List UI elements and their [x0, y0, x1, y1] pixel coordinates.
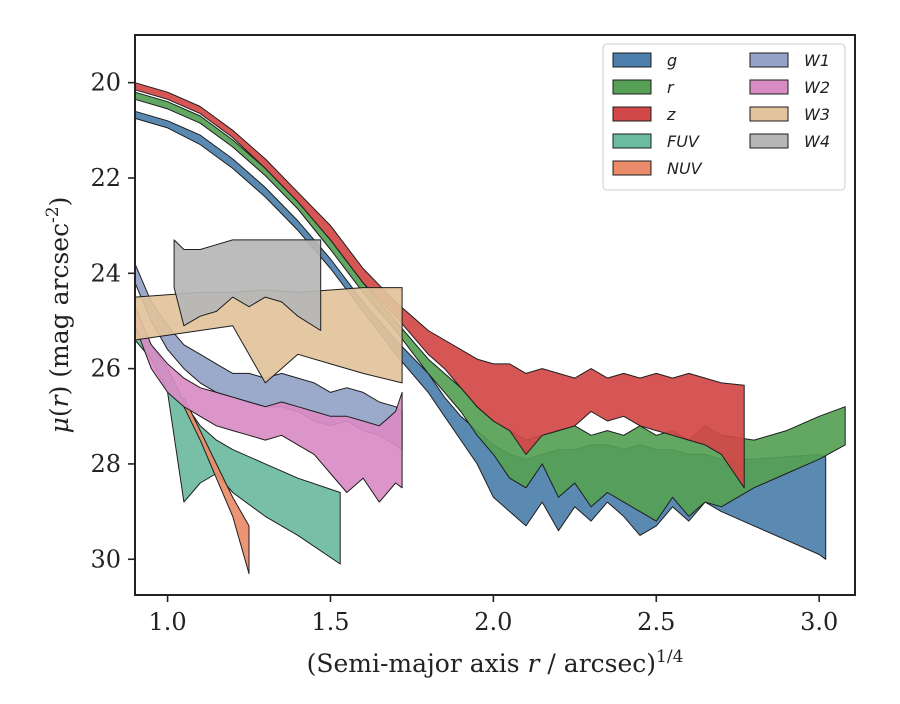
y-tick-label: 22 [90, 164, 121, 192]
series-band-z [134, 82, 745, 489]
legend-swatch-w4 [749, 133, 789, 149]
legend-label-w2: W2 [804, 78, 830, 97]
legend-label-nuv: NUV [667, 159, 703, 178]
x-tick-label: 1.5 [311, 608, 349, 636]
y-tick-label: 26 [90, 355, 121, 383]
series-band-w2 [134, 306, 403, 503]
x-tick-label: 3.0 [800, 608, 838, 636]
y-tick-label: 28 [90, 450, 121, 478]
legend-label-r: r [667, 78, 675, 97]
x-tick-label: 1.0 [148, 608, 186, 636]
y-tick-label: 24 [90, 259, 121, 287]
series-band-nuv [183, 396, 250, 575]
y-axis-label: μ(r) (mag arcsec-2) [43, 197, 74, 434]
legend-label-w3: W3 [804, 105, 830, 124]
legend-swatch-w2 [749, 79, 789, 95]
series-band-w4 [173, 239, 322, 331]
legend-swatch-w1 [749, 52, 789, 68]
series-layer [134, 82, 846, 575]
legend-swatch-r [612, 79, 652, 95]
y-tick-label: 30 [90, 545, 121, 573]
legend-swatch-w3 [749, 106, 789, 122]
x-axis-label: (Semi-major axis r / arcsec)1/4 [307, 647, 684, 678]
series-band-r [134, 91, 846, 522]
axes-layer: 1.0 1.5 2.0 2.5 3.0 20 22 24 26 28 30 (Semi-major a… [43, 34, 856, 678]
legend-swatch-g [612, 52, 652, 68]
legend-swatch-fuv [612, 133, 652, 149]
legend: grz FUV NUV W1 W2 W3 W4 [602, 43, 846, 191]
legend-label-w4: W4 [804, 132, 830, 151]
series-band-g [134, 110, 827, 560]
legend-label-z: z [666, 105, 676, 124]
x-tick-label: 2.5 [637, 608, 675, 636]
legend-label-fuv: FUV [667, 132, 700, 151]
legend-swatch-nuv [612, 160, 652, 176]
legend-swatch-z [612, 106, 652, 122]
legend-label-w1: W1 [804, 51, 830, 70]
x-tick-label: 2.0 [474, 608, 512, 636]
y-tick-label: 20 [90, 69, 121, 97]
plot-frame [134, 34, 856, 596]
legend-label-g: g [667, 51, 677, 70]
